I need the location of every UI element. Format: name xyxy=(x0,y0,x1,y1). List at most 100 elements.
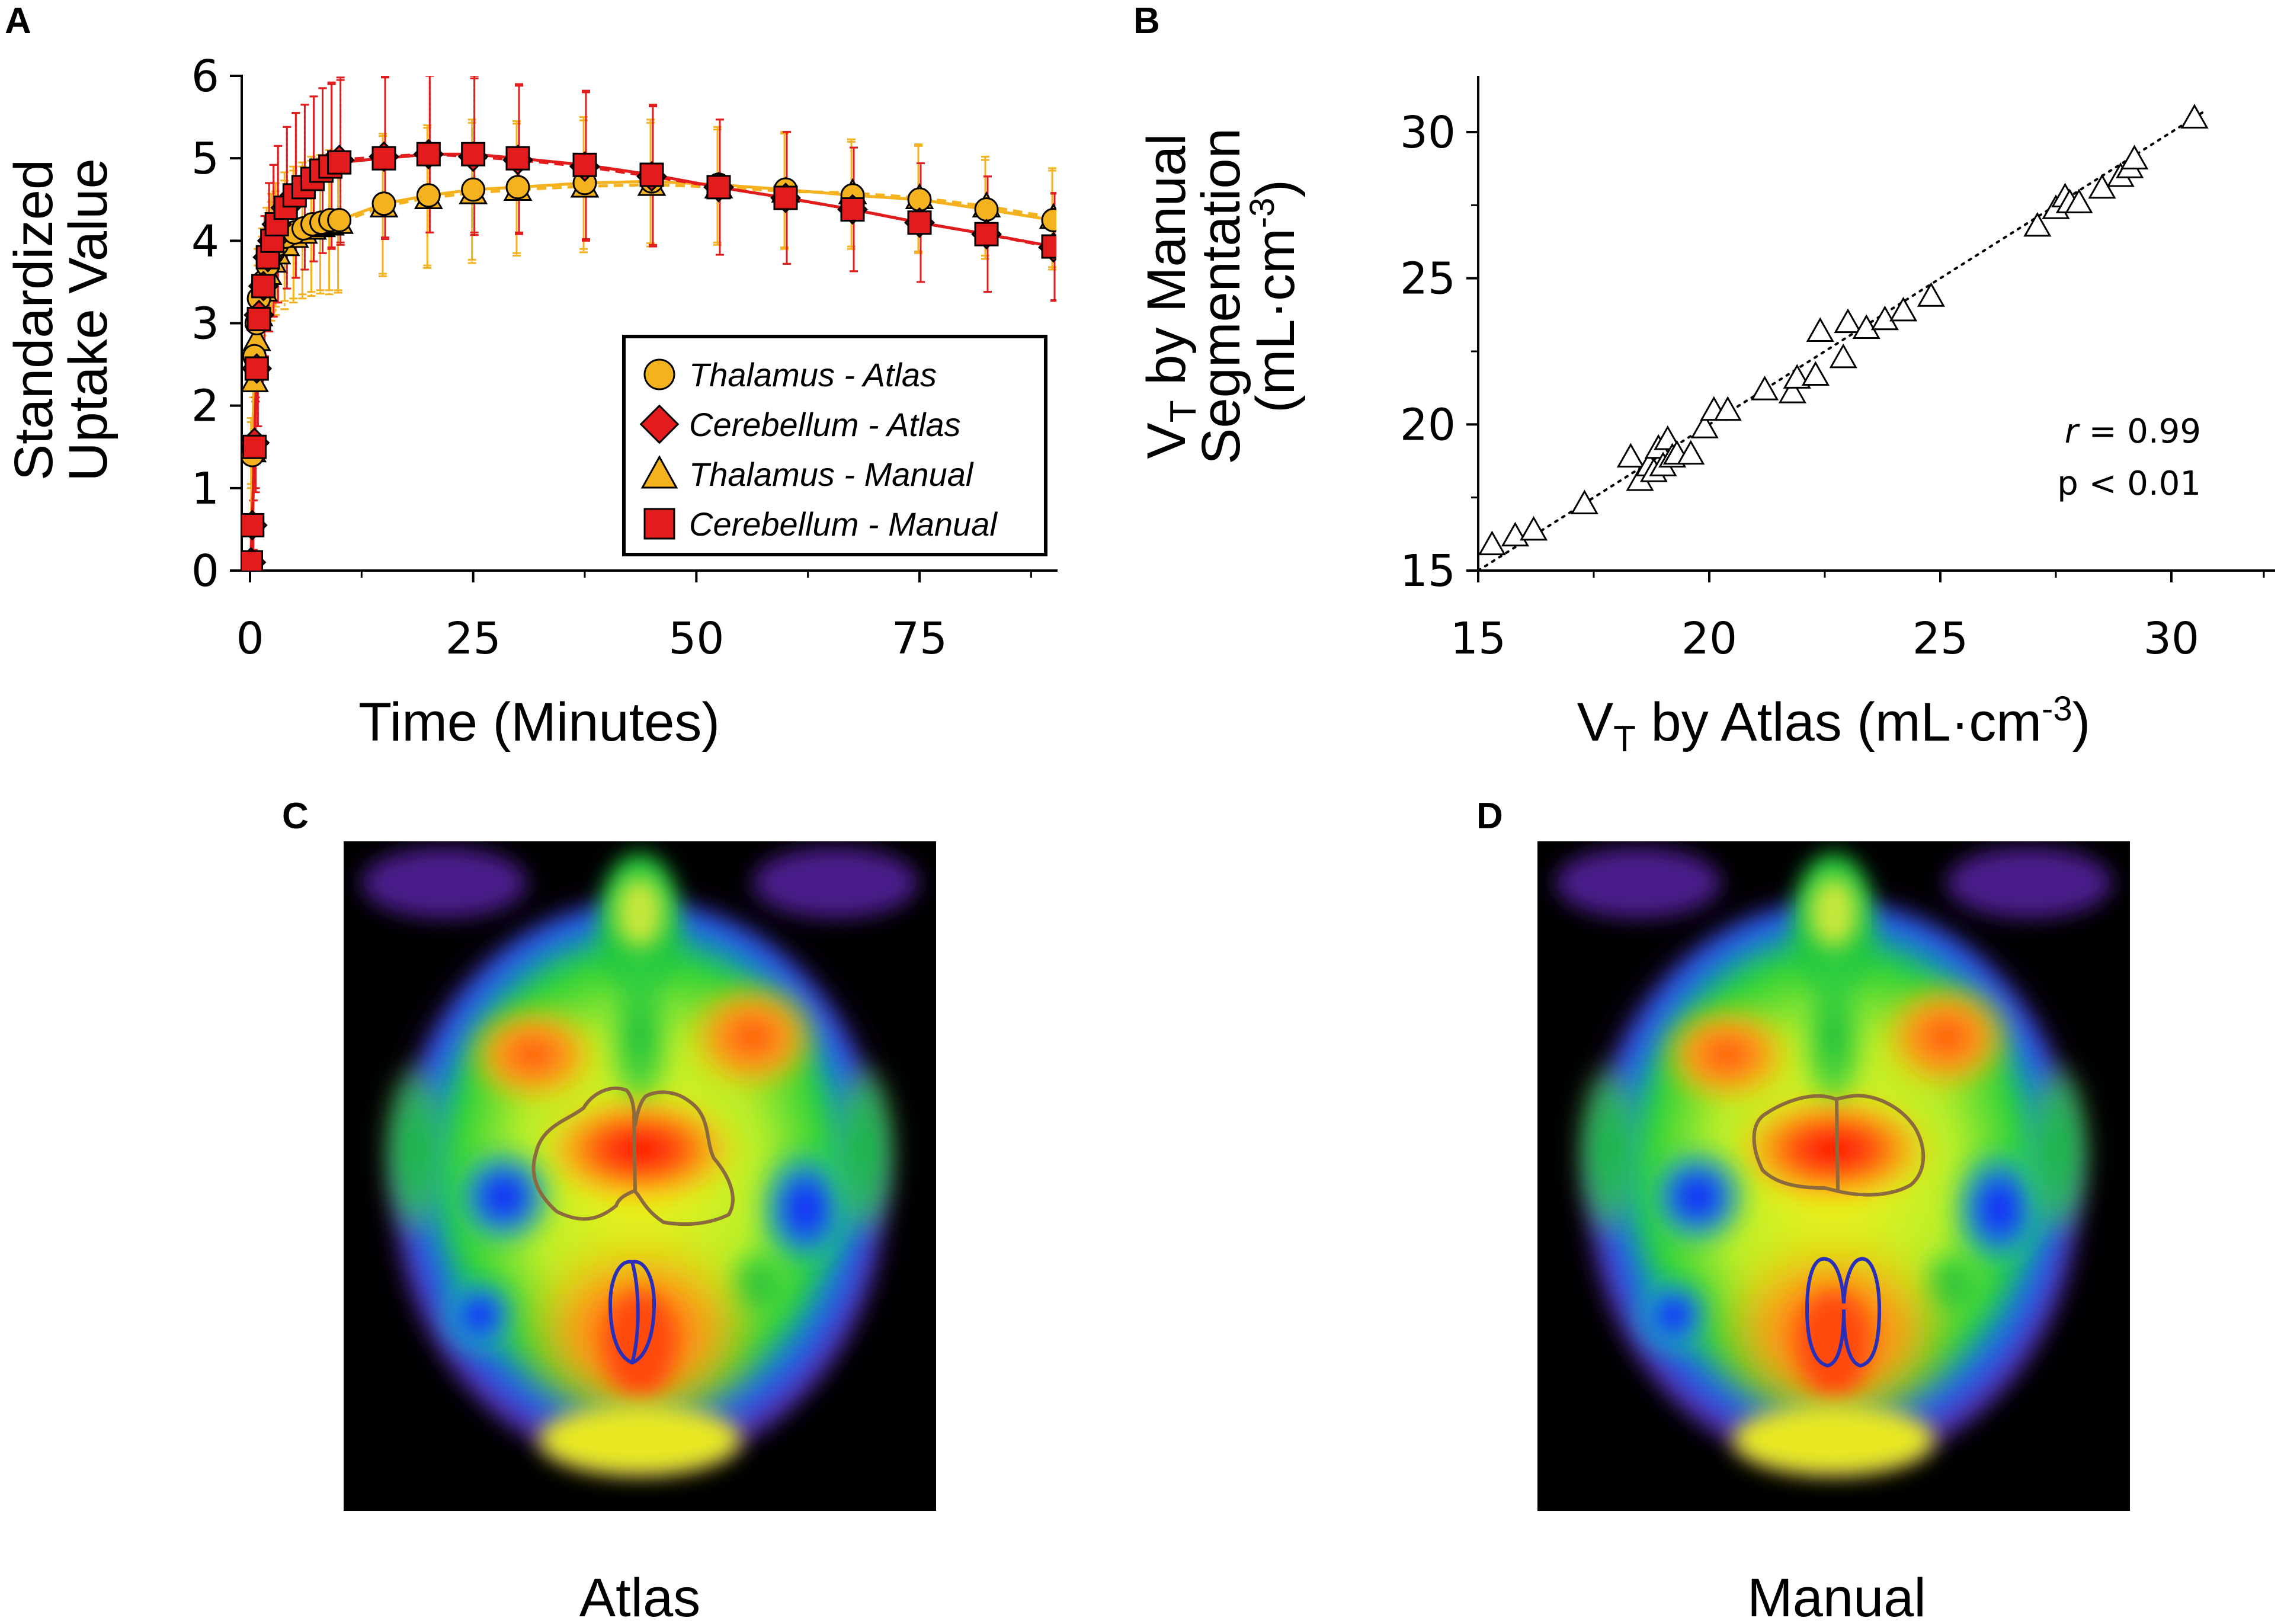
scatter-point xyxy=(1829,343,1857,369)
chart-a-y-tick-label: 2 xyxy=(191,381,219,432)
r-symbol: r xyxy=(2065,412,2080,451)
data-point xyxy=(242,434,267,459)
chart-b-y-tick-label: 15 xyxy=(1400,546,1456,597)
legend-label: Thalamus - Manual xyxy=(689,456,974,493)
thalamus-roi-atlas xyxy=(531,1086,735,1226)
legend-label: Cerebellum - Manual xyxy=(689,505,998,543)
chart-b-x-tick-label: 25 xyxy=(1912,613,1968,664)
chart-a-y-tick-label: 4 xyxy=(191,216,219,267)
scatter-point xyxy=(1778,379,1806,403)
p-annotation: p < 0.01 xyxy=(2057,465,2201,503)
chart-a-x-axis-title: Time (Minutes) xyxy=(358,692,720,752)
scatter-point xyxy=(2023,212,2052,237)
chart-a-markers xyxy=(242,139,1056,571)
panel-c-label: C xyxy=(282,796,309,837)
caption-manual: Manual xyxy=(1747,1568,1926,1624)
chart-b-x-tick-label: 30 xyxy=(2144,613,2199,664)
data-point xyxy=(773,185,798,210)
panel-d-label: D xyxy=(1476,796,1503,837)
legend-box xyxy=(622,335,1047,556)
chart-a-x-tick-label: 0 xyxy=(236,613,264,664)
data-point xyxy=(907,210,932,235)
scatter-point xyxy=(1478,530,1506,556)
r-value: = 0.99 xyxy=(2078,412,2201,451)
scatter-point xyxy=(1751,376,1779,401)
data-point xyxy=(416,183,441,208)
data-point xyxy=(639,162,664,187)
scatter-point xyxy=(2065,188,2093,213)
legend-marker xyxy=(639,404,680,444)
scatter-point xyxy=(1616,443,1645,468)
legend-label: Thalamus - Atlas xyxy=(689,356,937,393)
chart-b-ticks: 15 20 25 30 15 20 25 30 xyxy=(1400,107,2265,664)
chart-b-axes xyxy=(1477,76,2275,572)
data-point xyxy=(461,177,486,202)
data-point xyxy=(1041,234,1056,259)
scatter-point xyxy=(1783,364,1811,389)
chart-b-y-tick-label: 30 xyxy=(1400,107,1456,158)
data-point xyxy=(840,197,865,222)
data-point xyxy=(706,175,731,200)
data-point xyxy=(974,197,999,222)
scatter-point xyxy=(2180,104,2209,129)
data-point xyxy=(327,208,352,233)
chart-b-points xyxy=(1478,104,2209,556)
data-point xyxy=(371,146,396,171)
chart-a-ticks: 0 1 2 3 4 5 6 0 25 50 75 xyxy=(191,51,1032,664)
scatter-point xyxy=(1806,317,1834,342)
scatter-point xyxy=(2120,145,2149,169)
chart-a-y-tick-label: 3 xyxy=(191,299,219,350)
chart-a-y-tick-label: 6 xyxy=(191,51,219,102)
chart-a-x-tick-label: 25 xyxy=(446,613,501,664)
scatter-point xyxy=(1889,296,1918,322)
panel-a-label: A xyxy=(5,1,31,41)
chart-a-x-tick-label: 75 xyxy=(892,613,947,664)
scatter-point xyxy=(1690,414,1719,438)
caption-atlas: Atlas xyxy=(579,1568,701,1624)
data-point xyxy=(246,307,271,332)
thalamus-roi-atlas-midline xyxy=(632,1113,637,1191)
legend-marker xyxy=(640,455,678,489)
chart-b-y-tick-label: 20 xyxy=(1400,399,1456,450)
chart-b-x-tick-label: 15 xyxy=(1450,613,1506,664)
chart-b-y-tick-label: 25 xyxy=(1400,254,1456,305)
scatter-point xyxy=(1654,425,1682,450)
data-point xyxy=(461,142,486,166)
data-point xyxy=(242,512,265,537)
scatter-point xyxy=(1677,440,1705,465)
scatter-point xyxy=(1917,282,1945,307)
legend-marker xyxy=(643,358,675,390)
data-point xyxy=(327,150,352,175)
chart-a-y-tick-label: 0 xyxy=(191,546,219,597)
chart-a: 0 1 2 3 4 5 6 0 25 50 75 Time (Minutes) Standardiz… xyxy=(4,51,1058,752)
chart-b-y-axis-title-line3: (mL·cm-3) xyxy=(1243,180,1306,413)
chart-a-y-axis-title-line2: Uptake Value xyxy=(58,158,118,482)
chart-b-y-axis-title-line1: VT by Manual xyxy=(1136,133,1204,459)
chart-a-y-tick-label: 1 xyxy=(191,463,219,514)
thalamus-roi-manual xyxy=(1752,1094,1926,1197)
data-point xyxy=(371,191,396,216)
chart-b-y-axis-title-line2: Segmentation xyxy=(1191,128,1251,465)
chart-a-y-axis-title-line1: Standardized xyxy=(4,159,64,481)
data-point xyxy=(572,152,597,177)
legend-marker xyxy=(643,508,675,540)
scatter-point xyxy=(1801,361,1830,386)
data-point xyxy=(244,356,269,381)
scatter-point xyxy=(1713,396,1742,421)
scatter-point xyxy=(1870,305,1899,331)
data-point xyxy=(242,550,264,571)
brain-image-atlas xyxy=(344,841,936,1511)
data-point xyxy=(505,175,530,200)
trendline xyxy=(1477,110,2205,572)
chart-a-x-tick-label: 50 xyxy=(668,613,724,664)
data-point xyxy=(974,222,999,246)
scatter-point xyxy=(1852,314,1880,339)
scatter-point xyxy=(1834,308,1862,334)
chart-b: 15 20 25 30 15 20 25 30 r = 0.99 p < 0.01 VT by… xyxy=(1136,76,2275,760)
panel-b-label: B xyxy=(1133,1,1160,41)
legend-label: Cerebellum - Atlas xyxy=(689,406,961,443)
cerebellum-roi-manual xyxy=(1805,1257,1882,1368)
scatter-point xyxy=(1520,515,1548,541)
r-annotation: r = 0.99 xyxy=(2065,412,2201,451)
